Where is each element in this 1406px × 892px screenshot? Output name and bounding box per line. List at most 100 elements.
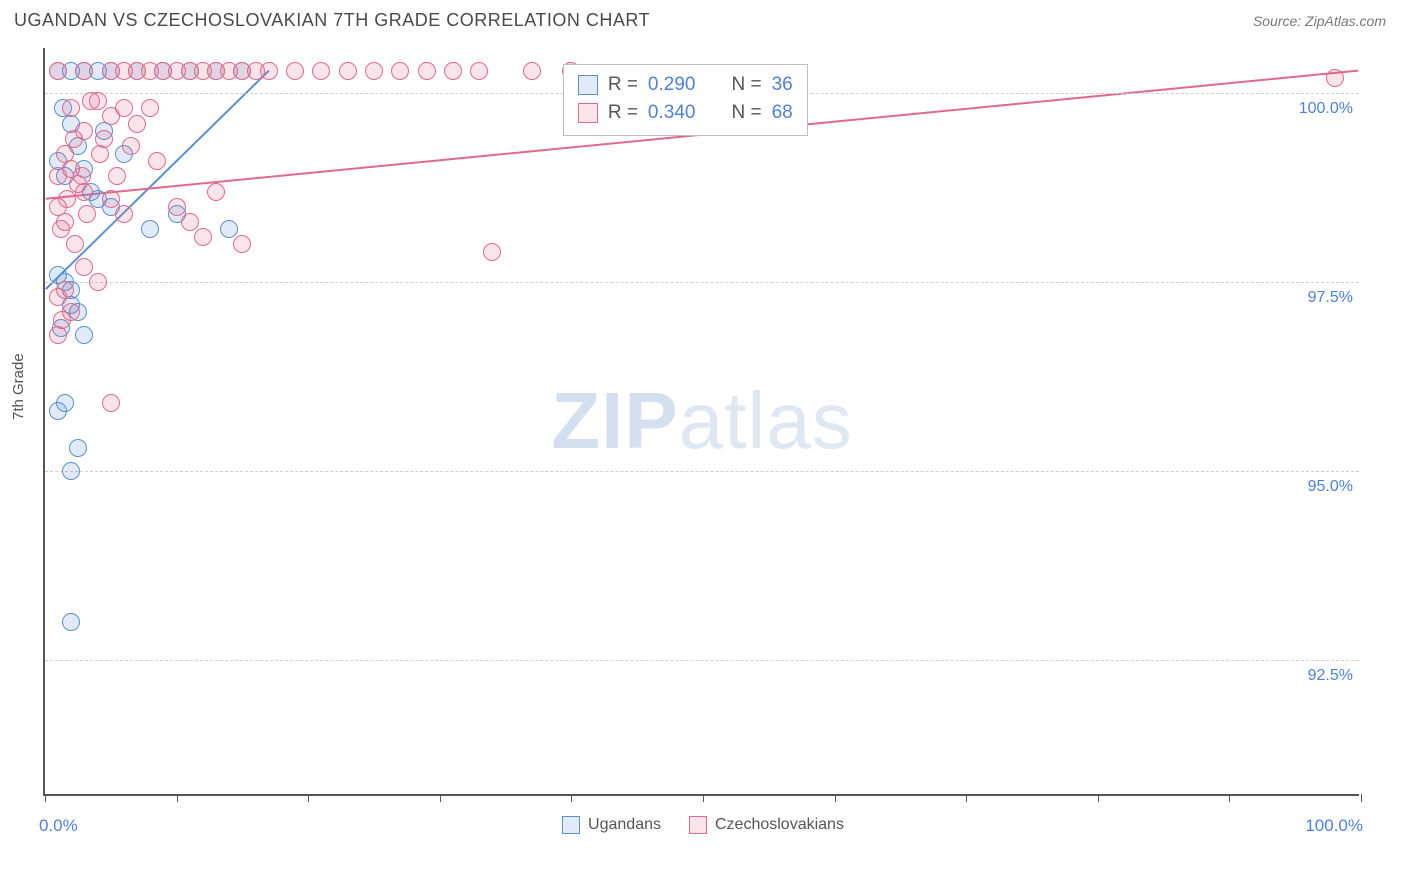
data-point-ugandans: [168, 205, 186, 223]
x-tick: [966, 794, 967, 802]
data-point-ugandans: [233, 62, 251, 80]
correlation-row-czechoslovakians: R = 0.340 N = 68: [578, 99, 793, 127]
data-point-czechoslovakians: [154, 62, 172, 80]
correlation-swatch-ugandans: [578, 75, 598, 95]
data-point-czechoslovakians: [181, 213, 199, 231]
trend-line-ugandans: [46, 71, 269, 290]
data-point-czechoslovakians: [247, 62, 265, 80]
data-point-czechoslovakians: [102, 394, 120, 412]
y-tick-label: 97.5%: [1308, 289, 1353, 307]
data-point-czechoslovakians: [312, 62, 330, 80]
data-point-ugandans: [141, 220, 159, 238]
data-point-ugandans: [89, 62, 107, 80]
data-point-czechoslovakians: [108, 167, 126, 185]
data-point-czechoslovakians: [62, 303, 80, 321]
correlation-n-value-czechoslovakians: 68: [772, 99, 793, 127]
data-point-czechoslovakians: [89, 92, 107, 110]
data-point-czechoslovakians: [1326, 69, 1344, 87]
data-point-czechoslovakians: [339, 62, 357, 80]
watermark: ZIPatlas: [551, 375, 852, 467]
data-point-czechoslovakians: [523, 62, 541, 80]
data-point-czechoslovakians: [66, 235, 84, 253]
y-tick-label: 92.5%: [1308, 667, 1353, 685]
data-point-czechoslovakians: [168, 198, 186, 216]
data-point-ugandans: [56, 167, 74, 185]
chart-title: UGANDAN VS CZECHOSLOVAKIAN 7TH GRADE COR…: [14, 10, 650, 31]
scatter-plot-area: ZIPatlas 100.0% 97.5% 95.0% 92.5%: [43, 48, 1359, 796]
data-point-ugandans: [82, 183, 100, 201]
data-point-ugandans: [220, 220, 238, 238]
data-point-czechoslovakians: [128, 115, 146, 133]
data-point-czechoslovakians: [148, 152, 166, 170]
x-tick: [835, 794, 836, 802]
x-tick: [703, 794, 704, 802]
data-point-ugandans: [69, 137, 87, 155]
data-point-czechoslovakians: [53, 311, 71, 329]
correlation-n-label: N =: [731, 71, 761, 99]
data-point-czechoslovakians: [115, 99, 133, 117]
data-point-ugandans: [69, 303, 87, 321]
watermark-bold: ZIP: [551, 376, 678, 465]
data-point-ugandans: [49, 152, 67, 170]
data-point-ugandans: [62, 62, 80, 80]
data-point-czechoslovakians: [75, 62, 93, 80]
data-point-czechoslovakians: [75, 258, 93, 276]
data-point-czechoslovakians: [115, 62, 133, 80]
data-point-ugandans: [128, 62, 146, 80]
data-point-czechoslovakians: [194, 228, 212, 246]
data-point-czechoslovakians: [91, 145, 109, 163]
data-point-czechoslovakians: [194, 62, 212, 80]
data-point-ugandans: [75, 160, 93, 178]
data-point-czechoslovakians: [75, 183, 93, 201]
data-point-czechoslovakians: [56, 281, 74, 299]
correlation-r-label: R =: [608, 71, 638, 99]
data-point-czechoslovakians: [65, 130, 83, 148]
data-point-ugandans: [207, 62, 225, 80]
data-point-czechoslovakians: [49, 62, 67, 80]
data-point-czechoslovakians: [102, 62, 120, 80]
y-gridline: [45, 471, 1359, 472]
data-point-czechoslovakians: [58, 190, 76, 208]
data-point-czechoslovakians: [102, 107, 120, 125]
data-point-czechoslovakians: [62, 160, 80, 178]
data-point-czechoslovakians: [207, 62, 225, 80]
data-point-czechoslovakians: [56, 213, 74, 231]
legend-swatch-ugandans: [562, 816, 580, 834]
data-point-czechoslovakians: [102, 190, 120, 208]
chart-source: Source: ZipAtlas.com: [1253, 13, 1386, 29]
data-point-ugandans: [62, 296, 80, 314]
data-point-czechoslovakians: [82, 92, 100, 110]
data-point-ugandans: [75, 62, 93, 80]
correlation-n-label: N =: [731, 99, 761, 127]
legend-bottom: Ugandans Czechoslovakians: [0, 816, 1406, 834]
data-point-czechoslovakians: [49, 288, 67, 306]
data-point-czechoslovakians: [391, 62, 409, 80]
data-point-czechoslovakians: [49, 167, 67, 185]
data-point-ugandans: [154, 62, 172, 80]
data-point-ugandans: [54, 99, 72, 117]
data-point-czechoslovakians: [62, 99, 80, 117]
data-point-czechoslovakians: [49, 326, 67, 344]
data-point-ugandans: [62, 281, 80, 299]
legend-swatch-czechoslovakians: [689, 816, 707, 834]
y-tick-label: 95.0%: [1308, 478, 1353, 496]
data-point-czechoslovakians: [418, 62, 436, 80]
x-tick: [440, 794, 441, 802]
data-point-czechoslovakians: [444, 62, 462, 80]
data-point-czechoslovakians: [115, 205, 133, 223]
data-point-czechoslovakians: [207, 183, 225, 201]
data-point-czechoslovakians: [260, 62, 278, 80]
y-axis-label: 7th Grade: [10, 353, 27, 420]
data-point-czechoslovakians: [233, 235, 251, 253]
data-point-czechoslovakians: [95, 130, 113, 148]
x-tick: [571, 794, 572, 802]
legend-label-ugandans: Ugandans: [588, 816, 661, 834]
data-point-ugandans: [75, 326, 93, 344]
data-point-czechoslovakians: [286, 62, 304, 80]
y-tick-label: 100.0%: [1299, 100, 1353, 118]
data-point-czechoslovakians: [69, 175, 87, 193]
data-point-czechoslovakians: [73, 167, 91, 185]
data-point-ugandans: [49, 266, 67, 284]
data-point-czechoslovakians: [141, 62, 159, 80]
data-point-ugandans: [89, 190, 107, 208]
